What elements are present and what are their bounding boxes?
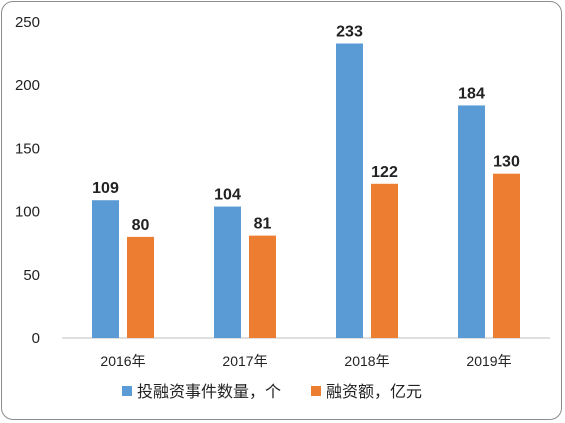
data-label: 104	[214, 187, 241, 204]
bars	[92, 43, 520, 338]
data-label: 81	[254, 216, 272, 233]
bar	[249, 235, 276, 338]
x-tick-label: 2016年	[100, 353, 145, 369]
y-tick-label: 100	[15, 204, 40, 221]
bar	[371, 183, 398, 338]
data-label: 184	[458, 85, 485, 102]
data-label: 122	[371, 164, 398, 181]
x-tick-label: 2017年	[222, 353, 267, 369]
bar	[127, 236, 154, 338]
y-tick-label: 0	[32, 330, 40, 347]
bar	[214, 206, 241, 338]
x-tick-label: 2018年	[344, 353, 389, 369]
y-tick-label: 50	[23, 267, 40, 284]
bar	[92, 200, 119, 338]
bar	[493, 173, 520, 338]
data-label: 233	[336, 23, 363, 40]
data-labels: 109 80 104 81 233 122 184 130	[92, 23, 520, 233]
bar	[458, 105, 485, 338]
legend-label: 融资额，亿元	[326, 383, 422, 401]
data-label: 109	[92, 180, 119, 197]
legend-label: 投融资事件数量，个	[137, 383, 281, 401]
legend-swatch	[122, 386, 132, 396]
y-axis: 0 50 100 150 200 250	[15, 14, 40, 347]
data-label: 80	[132, 217, 150, 234]
y-tick-label: 150	[15, 140, 40, 157]
x-tick-label: 2019年	[466, 353, 511, 369]
legend: 投融资事件数量，个 融资额，亿元	[122, 383, 422, 401]
legend-swatch	[311, 386, 321, 396]
x-axis: 2016年 2017年 2018年 2019年	[62, 337, 550, 369]
y-tick-label: 250	[15, 14, 40, 31]
data-label: 130	[493, 154, 520, 171]
y-tick-label: 200	[15, 77, 40, 94]
bar	[336, 43, 363, 338]
